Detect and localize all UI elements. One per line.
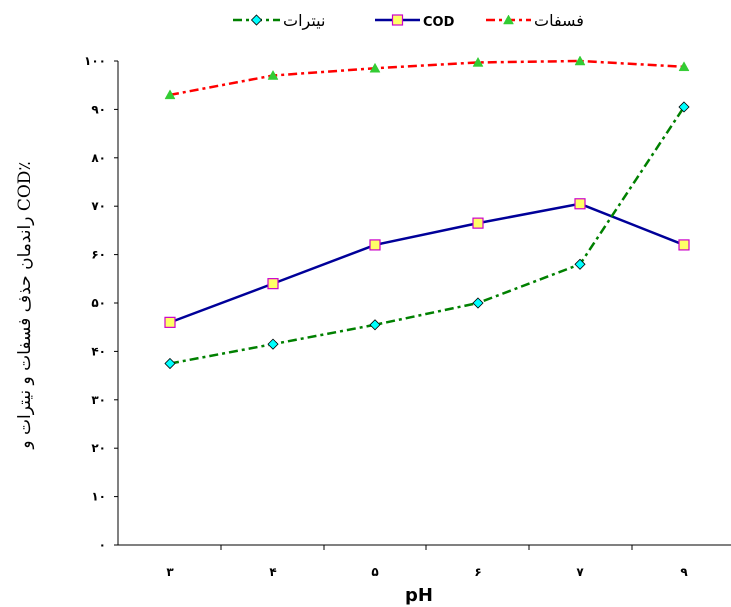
- data-point: [164, 316, 176, 328]
- y-tick-label: ۵۰: [91, 296, 106, 310]
- y-tick-label: ۱۰۰: [84, 54, 106, 68]
- data-point: [391, 14, 404, 26]
- x-axis-title: pH: [405, 585, 433, 606]
- data-point: [503, 14, 514, 25]
- data-point: [369, 62, 381, 73]
- legend-item: نیترات: [233, 11, 325, 31]
- data-point: [472, 217, 484, 229]
- y-tick-label: ۶۰: [91, 248, 106, 262]
- x-tick-label: ۶: [474, 565, 481, 579]
- data-point: [574, 258, 586, 270]
- data-point: [472, 297, 484, 309]
- data-point: [267, 278, 279, 290]
- x-tick-label: ۹: [680, 565, 688, 579]
- data-point: [472, 56, 484, 67]
- data-point: [678, 239, 690, 251]
- y-tick-label: ۸۰: [91, 151, 106, 165]
- y-tick-label: ۳۰: [91, 393, 106, 407]
- series-line: [169, 106, 686, 365]
- legend-label: فسفات: [534, 11, 584, 30]
- data-point: [574, 55, 586, 66]
- legend-item: فسفات: [486, 11, 584, 30]
- x-tick-label: ۴: [269, 565, 276, 579]
- data-point: [164, 89, 176, 100]
- y-tick-label: ۷۰: [91, 199, 106, 213]
- x-tick-label: ۳: [166, 565, 174, 579]
- y-tick-label: ۲۰: [91, 441, 106, 455]
- data-point: [678, 61, 690, 72]
- x-tick-label: ۵: [371, 565, 378, 579]
- y-axis-title: ٪COD راندمان حذف فسفات و نیترات و: [15, 161, 35, 449]
- data-point: [164, 357, 176, 370]
- data-point: [574, 198, 586, 210]
- legend-label: COD: [423, 15, 455, 30]
- legend: فسفات COD نیترات: [233, 11, 584, 31]
- data-point: [267, 70, 279, 80]
- data-point: [678, 101, 690, 113]
- y-tick-label: ۱۰: [91, 490, 106, 504]
- data-point: [267, 338, 279, 350]
- series-layer: [164, 55, 690, 370]
- series-line: [169, 59, 685, 97]
- legend-label: نیترات: [283, 11, 325, 31]
- series-line: [169, 202, 685, 324]
- data-point: [369, 319, 381, 331]
- y-tick-label: ۴۰: [91, 344, 106, 358]
- y-tick-label: ۰: [99, 538, 106, 552]
- axes: ۰ ۱۰ ۲۰ ۳۰ ۴۰ ۵۰ ۶۰ ۷۰ ۸۰ ۹۰ ۱۰۰ ۳ ۴ ۵ ۶ ۷ ۹: [84, 54, 731, 579]
- legend-item: COD: [375, 14, 455, 30]
- y-tick-label: ۹۰: [91, 102, 106, 116]
- data-point: [250, 14, 263, 26]
- data-point: [369, 239, 381, 251]
- x-tick-label: ۷: [576, 565, 584, 579]
